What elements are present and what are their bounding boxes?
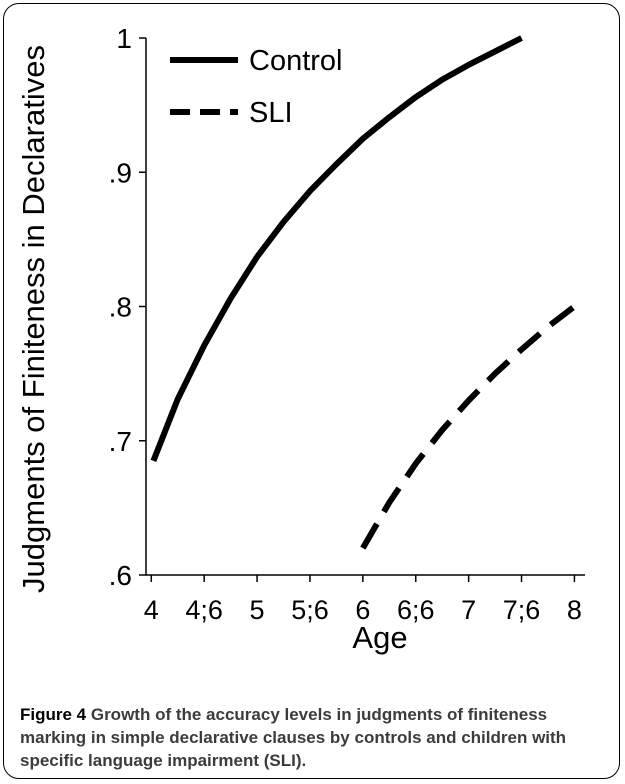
y-tick-label: .6 (109, 560, 132, 591)
legend: Control SLI (170, 45, 343, 129)
x-tick-label: 4 (144, 595, 159, 625)
caption-label: Figure 4 (20, 705, 87, 724)
legend-label-control: Control (249, 45, 343, 77)
figure-caption: Figure 4 Growth of the accuracy levels i… (20, 703, 610, 772)
y-axis-title: Judgments of Finiteness in Declaratives (16, 45, 52, 593)
y-tick-label: .7 (109, 426, 132, 457)
x-tick-label: 5 (250, 595, 265, 625)
x-tick-label: 7 (461, 595, 476, 625)
caption-text: Growth of the accuracy levels in judgmen… (20, 705, 567, 770)
y-tick-label: 1 (116, 23, 132, 54)
x-tick-label: 6;6 (397, 595, 435, 625)
series-line-sli (360, 304, 577, 550)
x-axis-title: Age (352, 620, 408, 655)
x-tick-label: 8 (567, 595, 582, 625)
x-tick-label: 6 (355, 595, 370, 625)
figure-frame (3, 3, 620, 779)
y-tick-label: .9 (109, 157, 132, 188)
legend-label-sli: SLI (249, 97, 293, 129)
x-tick-label: 5;6 (291, 595, 329, 625)
y-tick-label: .8 (109, 292, 132, 323)
y-axis-title-wrap: Judgments of Finiteness in Declaratives (12, 18, 56, 620)
x-tick-label: 7;6 (503, 595, 541, 625)
x-tick-label: 4;6 (185, 595, 223, 625)
series-line-control (150, 35, 523, 462)
